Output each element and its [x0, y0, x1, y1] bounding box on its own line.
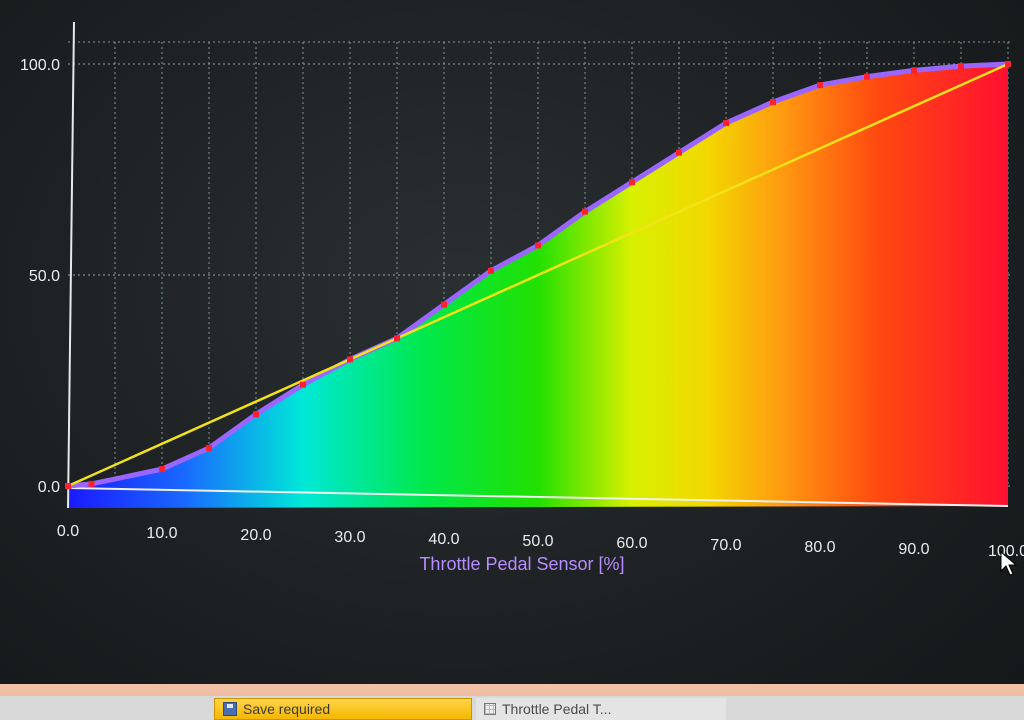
y-tick-label: 50.0	[29, 268, 60, 285]
data-point[interactable]	[159, 466, 165, 473]
table-icon	[484, 703, 496, 715]
y-tick-label: 0.0	[38, 479, 60, 496]
x-tick-label: 90.0	[898, 541, 929, 558]
data-point[interactable]	[253, 411, 259, 418]
data-point[interactable]	[958, 63, 964, 70]
data-point[interactable]	[535, 242, 541, 249]
x-tick-label: 70.0	[710, 537, 741, 554]
curve-area-fill	[68, 64, 1008, 508]
x-tick-label: 100.0	[988, 543, 1024, 560]
data-point[interactable]	[676, 149, 682, 156]
data-point[interactable]	[723, 120, 729, 127]
data-point[interactable]	[206, 445, 212, 452]
x-tick-label: 20.0	[240, 527, 271, 544]
points-layer	[65, 61, 1011, 489]
save-required-label: Save required	[243, 701, 331, 717]
x-baseline	[67, 487, 1009, 507]
data-point[interactable]	[347, 356, 353, 363]
mouse-cursor-icon	[1000, 551, 1018, 576]
y-axis-line	[67, 21, 75, 509]
x-tick-label: 40.0	[428, 531, 459, 548]
data-point[interactable]	[629, 179, 635, 186]
throttle-window-task-button[interactable]: Throttle Pedal T...	[476, 698, 726, 720]
x-tick-labels: 0.0 10.0 20.0 30.0 40.0 50.0 60.0 70.0 80.0 90.0 1…	[57, 523, 1024, 560]
save-icon	[223, 702, 237, 716]
x-axis-title: Throttle Pedal Sensor [%]	[419, 554, 624, 574]
save-required-button[interactable]: Save required	[214, 698, 472, 720]
data-point[interactable]	[394, 335, 400, 342]
data-point[interactable]	[300, 381, 306, 388]
y-tick-labels: 0.0 50.0 100.0	[20, 57, 60, 496]
window-task-label: Throttle Pedal T...	[502, 701, 612, 717]
data-point[interactable]	[65, 483, 71, 489]
x-tick-label: 60.0	[616, 535, 647, 552]
data-point[interactable]	[1005, 61, 1011, 67]
x-tick-label: 0.0	[57, 523, 79, 540]
x-tick-label: 50.0	[522, 533, 553, 550]
x-tick-label: 10.0	[146, 525, 177, 542]
data-point[interactable]	[88, 480, 95, 487]
x-tick-label: 30.0	[334, 529, 365, 546]
data-point[interactable]	[488, 267, 494, 274]
data-point[interactable]	[817, 82, 823, 89]
data-point[interactable]	[441, 301, 447, 308]
data-point[interactable]	[770, 98, 776, 105]
data-point[interactable]	[864, 73, 870, 80]
data-point[interactable]	[582, 208, 588, 215]
x-tick-label: 80.0	[804, 539, 835, 556]
data-point[interactable]	[911, 67, 917, 74]
y-tick-label: 100.0	[20, 57, 60, 74]
linear-reference-line	[67, 62, 1009, 488]
